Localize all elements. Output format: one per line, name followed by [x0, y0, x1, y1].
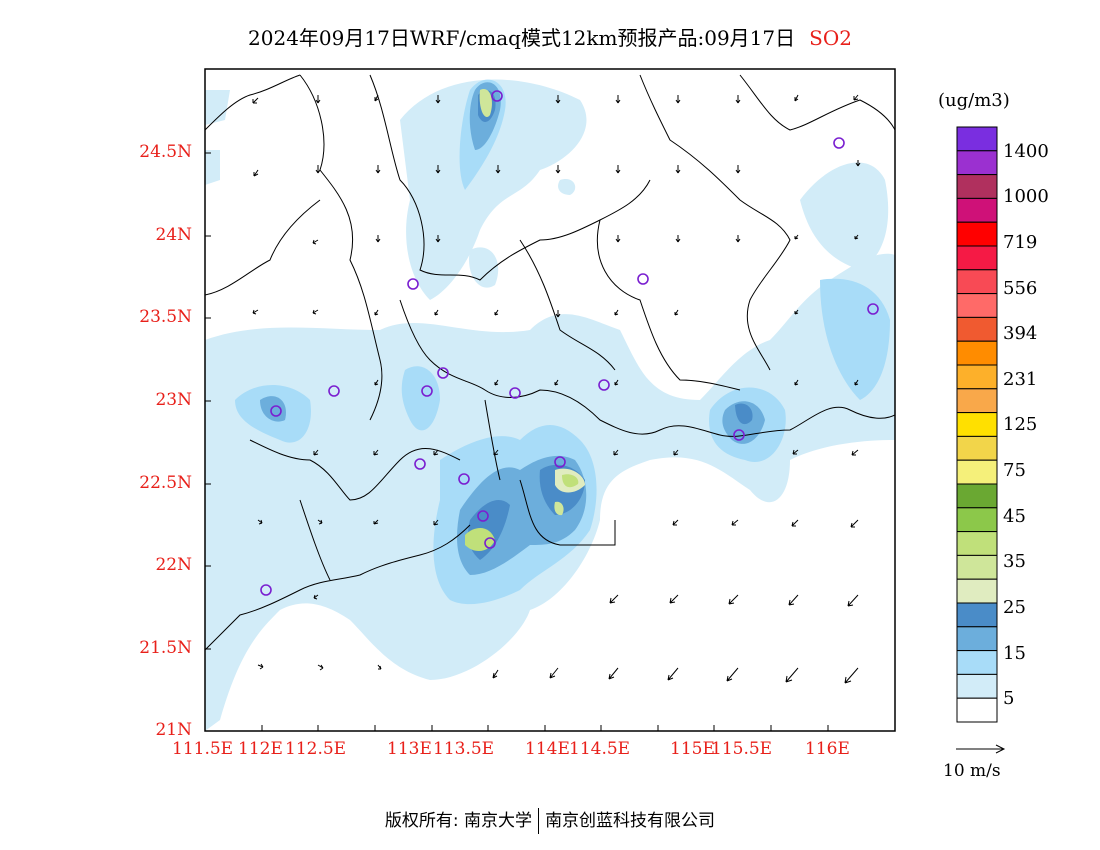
lat-label: 22.5N: [139, 473, 192, 493]
legend-swatch: [956, 697, 998, 723]
legend-label: 45: [1003, 506, 1026, 527]
legend-swatch: [956, 626, 998, 652]
legend-swatch: [956, 483, 998, 509]
legend-swatch: [956, 364, 998, 390]
lon-label: 115.5E: [711, 739, 773, 759]
lon-label: 114.5E: [569, 739, 631, 759]
title-text: 2024年09月17日WRF/cmaq模式12km预报产品:09月17日: [248, 26, 796, 50]
station-markers: [260, 90, 879, 596]
lon-label: 112.5E: [285, 739, 347, 759]
legend-swatch: [956, 221, 998, 247]
chart-title: 2024年09月17日WRF/cmaq模式12km预报产品:09月17日 SO2: [0, 22, 1100, 51]
lon-label: 114E: [525, 739, 570, 759]
wind-reference-label: 10 m/s: [943, 761, 1001, 781]
legend-colorbar: [956, 126, 998, 723]
legend-swatch: [956, 554, 998, 580]
legend-swatch: [956, 293, 998, 318]
legend-label: 394: [1003, 323, 1038, 344]
footer-divider: [538, 808, 540, 834]
legend-label: 75: [1003, 460, 1026, 481]
pollutant-label: SO2: [809, 26, 852, 50]
lat-label: 23N: [155, 390, 192, 410]
legend-label: 556: [1003, 278, 1038, 299]
wind-reference-arrow: [956, 744, 1006, 754]
lat-label: 21.5N: [139, 638, 192, 658]
legend-swatch: [956, 459, 998, 485]
legend-label: 231: [1003, 369, 1038, 390]
legend-swatch: [956, 340, 998, 366]
legend-swatch: [956, 197, 998, 223]
legend-swatch: [956, 245, 998, 271]
legend-label: 1000: [1003, 186, 1049, 207]
legend-label: 25: [1003, 597, 1026, 618]
lon-label: 111.5E: [172, 739, 234, 759]
legend-swatch: [956, 150, 998, 176]
wind-vectors: [252, 94, 861, 684]
map-frame: [204, 68, 896, 732]
lon-label: 113.5E: [433, 739, 495, 759]
legend-swatch: [956, 269, 998, 295]
legend-label: 5: [1003, 688, 1015, 709]
legend-swatch: [956, 412, 998, 437]
lat-label: 24.5N: [139, 142, 192, 162]
legend-swatch: [956, 531, 998, 556]
legend-swatch: [956, 578, 998, 604]
legend-swatch: [956, 507, 998, 533]
legend-swatch: [956, 602, 998, 628]
legend-swatch: [956, 650, 998, 675]
legend-swatch: [956, 673, 998, 699]
lon-label: 112E: [238, 739, 283, 759]
legend-swatch: [956, 126, 998, 152]
legend-unit: (ug/m3): [938, 90, 1010, 111]
legend-label: 719: [1003, 232, 1038, 253]
legend-swatch: [956, 316, 998, 342]
footer-company: 南京创蓝科技有限公司: [545, 811, 716, 831]
legend-label: 125: [1003, 414, 1038, 435]
legend-label: 1400: [1003, 141, 1049, 162]
copyright-footer: 版权所有: 南京大学 南京创蓝科技有限公司: [0, 806, 1100, 834]
lat-label: 21N: [155, 720, 192, 740]
legend-swatch: [956, 435, 998, 461]
lon-label: 116E: [805, 739, 850, 759]
lat-label: 24N: [155, 225, 192, 245]
legend-label: 15: [1003, 643, 1026, 664]
lon-label: 115E: [670, 739, 715, 759]
lat-label: 22N: [155, 555, 192, 575]
axis-ticks: [205, 152, 829, 731]
legend-swatch: [956, 388, 998, 414]
lon-label: 113E: [387, 739, 432, 759]
lat-label: 23.5N: [139, 307, 192, 327]
concentration-field: [205, 69, 895, 731]
boundary-lines: [205, 74, 895, 651]
legend-swatch: [956, 174, 998, 199]
footer-copyright: 版权所有: 南京大学: [384, 811, 533, 831]
legend-label: 35: [1003, 551, 1026, 572]
